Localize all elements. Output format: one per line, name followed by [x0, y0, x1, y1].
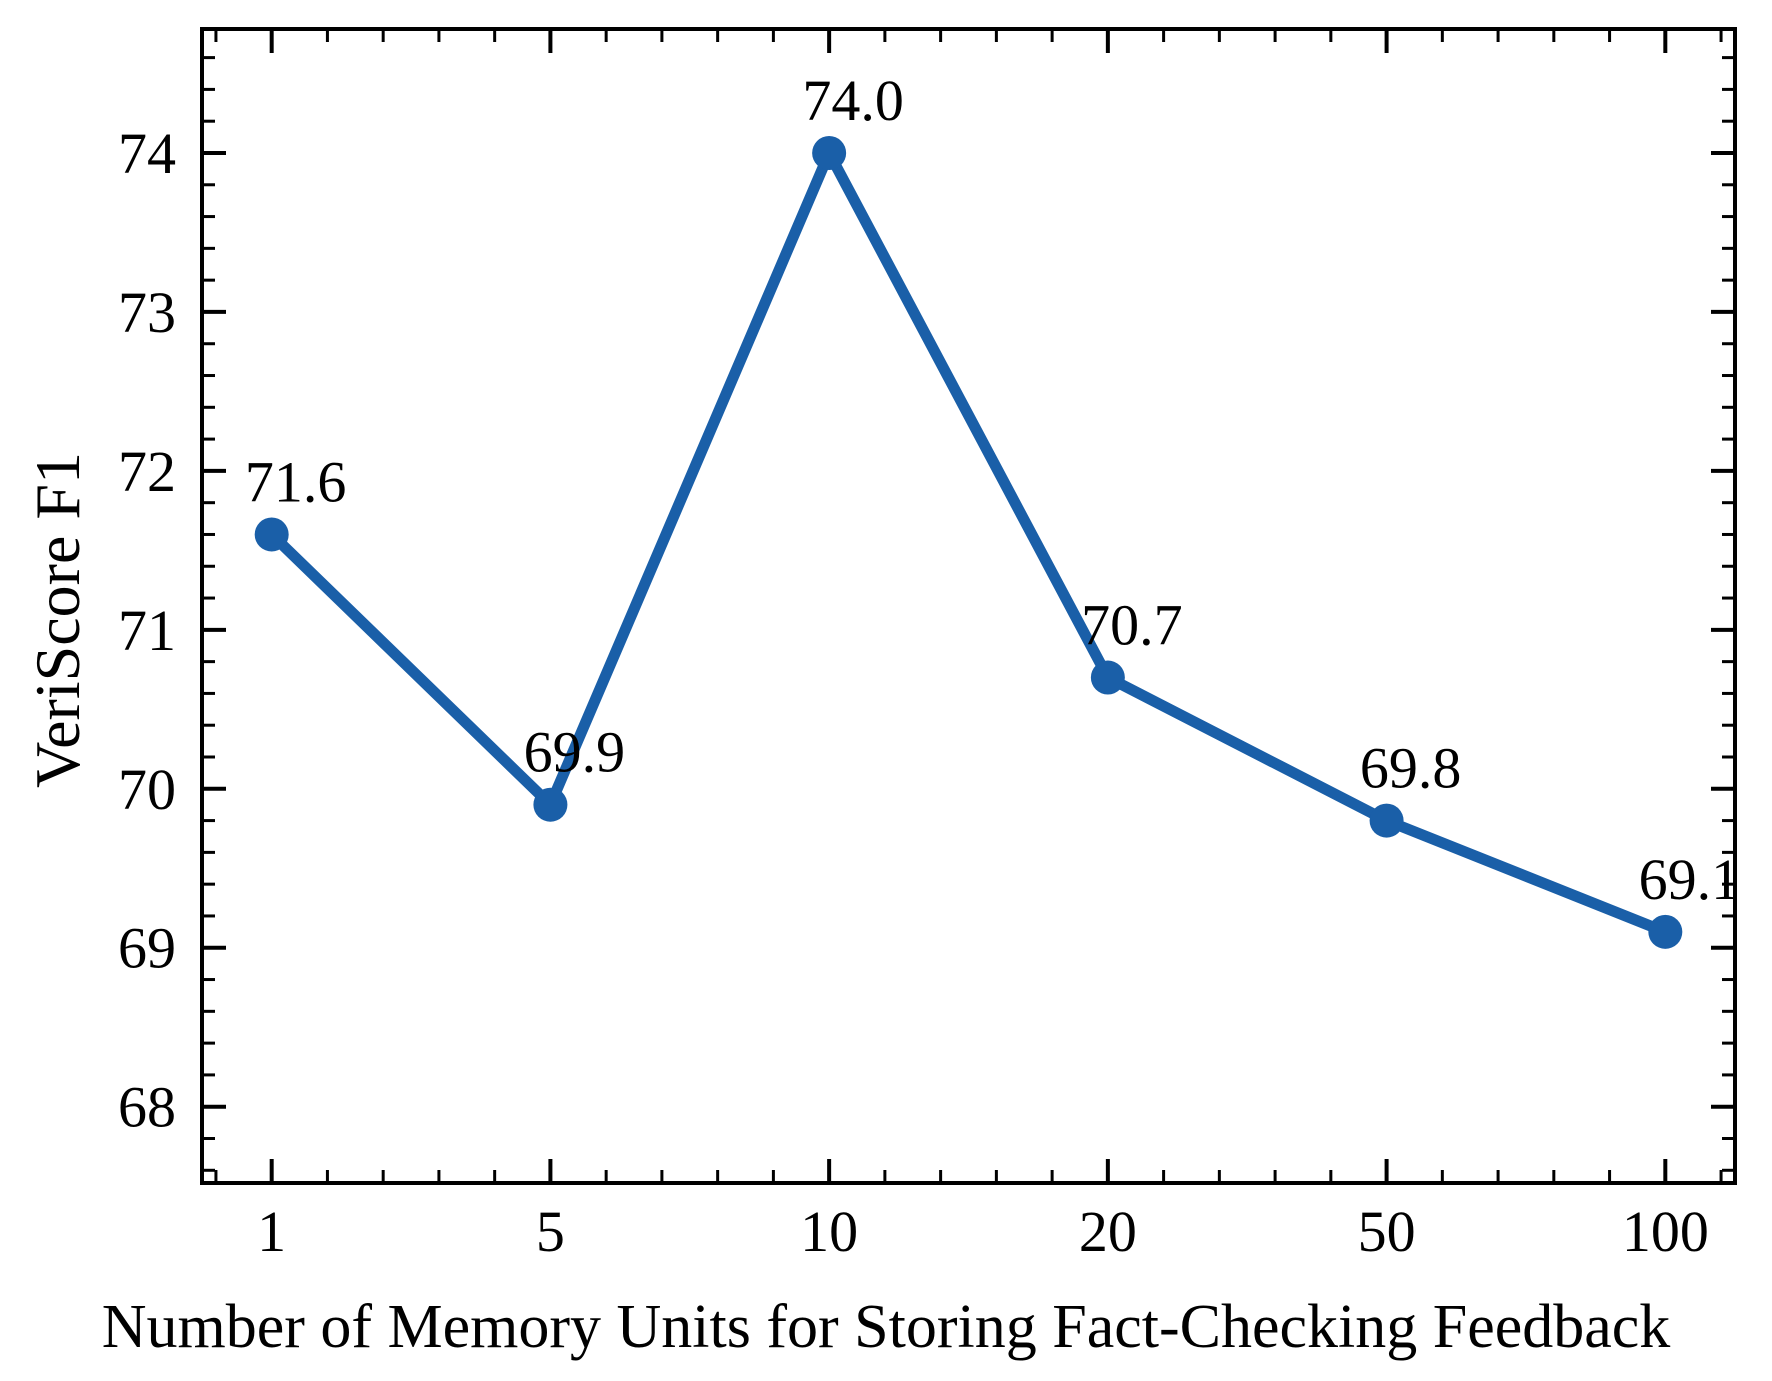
data-point-label: 69.8: [1360, 736, 1462, 801]
y-tick-label: 72: [118, 439, 176, 504]
y-axis-label: VeriScore F1: [22, 452, 93, 788]
data-point-marker: [1369, 803, 1404, 838]
y-tick-label: 73: [118, 280, 176, 345]
x-tick-label: 50: [1358, 1199, 1416, 1264]
x-tick-label: 5: [536, 1199, 565, 1264]
data-point-label: 74.0: [802, 68, 904, 133]
data-point-marker: [812, 135, 847, 170]
data-point-label: 70.7: [1081, 593, 1183, 658]
x-axis-label: Number of Memory Units for Storing Fact-…: [101, 1293, 1671, 1361]
x-tick-label: 1: [257, 1199, 286, 1264]
data-point-marker: [254, 517, 289, 552]
y-tick-label: 74: [118, 121, 176, 186]
data-line: [266, 147, 1671, 938]
data-point-label: 69.1: [1639, 847, 1741, 912]
x-tick-label: 20: [1079, 1199, 1137, 1264]
y-tick-label: 70: [118, 757, 176, 822]
x-tick-label: 100: [1622, 1199, 1709, 1264]
data-point-marker: [1648, 914, 1683, 949]
plot-border: [200, 27, 1737, 1185]
data-point-marker: [1090, 660, 1125, 695]
x-tick-label: 10: [800, 1199, 858, 1264]
data-point-label: 69.9: [524, 720, 626, 785]
data-point-marker: [533, 787, 568, 822]
data-point-label: 71.6: [245, 449, 347, 514]
y-tick-label: 69: [118, 916, 176, 981]
y-tick-label: 68: [118, 1075, 176, 1140]
y-tick-label: 71: [118, 598, 176, 663]
